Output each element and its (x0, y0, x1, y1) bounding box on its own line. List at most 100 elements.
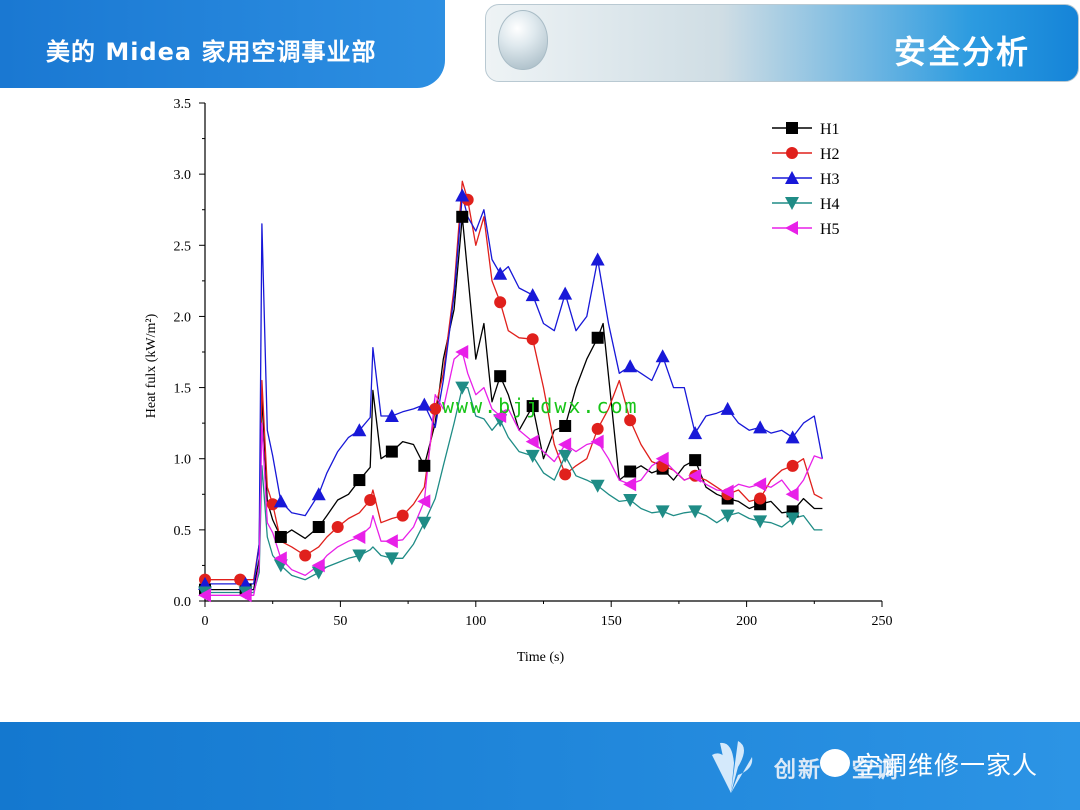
section-title: 安全分析 (893, 33, 1030, 71)
footer-banner (0, 722, 1080, 810)
data-point-h1 (624, 465, 637, 478)
data-point-h4 (352, 549, 367, 563)
y-tick-label: 3.0 (174, 168, 192, 183)
x-tick-label: 150 (601, 614, 622, 629)
data-point-h2 (396, 509, 409, 522)
legend-marker-h4 (785, 197, 799, 210)
data-point-h3 (785, 430, 800, 444)
x-axis-label: Time (s) (517, 650, 565, 665)
data-point-h1 (494, 370, 507, 383)
data-point-h2 (786, 459, 799, 472)
data-point-h4 (558, 449, 573, 463)
legend-marker-h5 (785, 221, 798, 235)
data-point-h4 (655, 505, 670, 519)
data-point-h5 (720, 484, 734, 499)
data-point-h5 (198, 588, 211, 603)
data-point-h1 (274, 530, 287, 543)
data-point-h1 (526, 400, 539, 413)
x-tick-label: 200 (736, 614, 757, 629)
wechat-account-name: 空调维修一家人 (856, 751, 1039, 780)
data-point-h5 (655, 451, 669, 466)
data-point-h2 (526, 333, 539, 346)
data-point-h4 (785, 512, 800, 526)
legend-label-h5: H5 (820, 221, 840, 238)
data-point-h3 (417, 397, 432, 411)
x-tick-label: 250 (872, 614, 893, 629)
water-droplet-icon (498, 10, 548, 70)
data-point-h1 (418, 459, 431, 472)
data-point-h4 (688, 505, 703, 519)
data-point-h5 (311, 558, 325, 573)
data-point-h2 (591, 422, 604, 435)
legend-marker-h1 (786, 122, 798, 134)
x-tick-label: 100 (465, 614, 486, 629)
data-point-h1 (591, 331, 604, 344)
y-tick-label: 1.0 (174, 453, 192, 468)
y-tick-label: 0.5 (174, 524, 192, 539)
data-point-h4 (417, 516, 432, 530)
data-point-h3 (352, 423, 367, 437)
data-point-h4 (753, 515, 768, 529)
data-point-h5 (590, 434, 604, 449)
header-banner: 美的 Midea 家用空调事业部 (0, 0, 445, 88)
legend-marker-h2 (786, 147, 798, 159)
data-point-h4 (590, 479, 605, 493)
data-point-h4 (384, 552, 399, 566)
data-point-h3 (455, 188, 470, 202)
data-point-h3 (493, 266, 508, 280)
legend-label-h2: H2 (820, 146, 840, 163)
y-tick-label: 2.5 (174, 239, 192, 254)
legend-marker-h3 (785, 171, 799, 184)
y-tick-label: 0.0 (174, 595, 192, 610)
legend-label-h1: H1 (820, 121, 840, 138)
y-tick-label: 2.0 (174, 310, 192, 325)
data-point-h5 (785, 487, 799, 502)
data-point-h3 (590, 252, 605, 266)
data-point-h3 (655, 349, 670, 363)
section-banner: 安全分析 (485, 4, 1079, 82)
y-tick-label: 1.5 (174, 382, 192, 397)
heat-flux-chart: 0 50 100 150 200 250 0.0 0.5 1.0 1.5 2.0 2.5 3.0 3.5 T… (144, 97, 893, 665)
data-point-h5 (688, 468, 702, 483)
legend-label-h4: H4 (820, 196, 840, 213)
data-point-h5 (273, 551, 287, 566)
x-tick-label: 0 (202, 614, 209, 629)
data-point-h3 (753, 420, 768, 434)
data-point-h3 (688, 426, 703, 440)
watermark-url: www.bjjdwx.com (442, 394, 639, 418)
data-point-h3 (720, 401, 735, 415)
data-point-h1 (456, 210, 469, 223)
data-point-h1 (559, 419, 572, 432)
data-point-h3 (384, 409, 399, 423)
data-point-h3 (311, 487, 326, 501)
data-point-h1 (312, 521, 325, 534)
data-point-h2 (494, 296, 507, 309)
data-point-h5 (384, 534, 398, 549)
data-point-h4 (623, 493, 638, 507)
fan-logo-icon (712, 741, 753, 793)
data-point-h5 (455, 345, 469, 359)
data-point-h2 (331, 521, 344, 534)
data-point-h5 (753, 477, 767, 492)
data-point-h2 (754, 492, 767, 505)
data-point-h5 (558, 437, 572, 452)
data-point-h2 (299, 549, 312, 562)
data-point-h2 (559, 468, 572, 481)
y-tick-label: 3.5 (174, 97, 192, 112)
series-line-h1 (205, 216, 823, 591)
data-point-h4 (455, 381, 470, 395)
data-point-h1 (353, 474, 366, 487)
data-point-h5 (525, 434, 539, 449)
series-line-h5 (205, 351, 823, 596)
x-tick-label: 50 (333, 614, 347, 629)
series-line-h3 (205, 194, 824, 585)
brand-title: 美的 Midea 家用空调事业部 (46, 38, 377, 66)
legend-label-h3: H3 (820, 171, 840, 188)
data-point-h2 (364, 493, 377, 506)
data-point-h4 (720, 509, 735, 523)
data-point-h3 (623, 359, 638, 373)
data-point-h5 (493, 409, 507, 424)
data-point-h5 (352, 529, 366, 544)
y-axis-label: Heat fulx (kW/m²) (144, 313, 159, 418)
series-line-h2 (205, 180, 823, 581)
